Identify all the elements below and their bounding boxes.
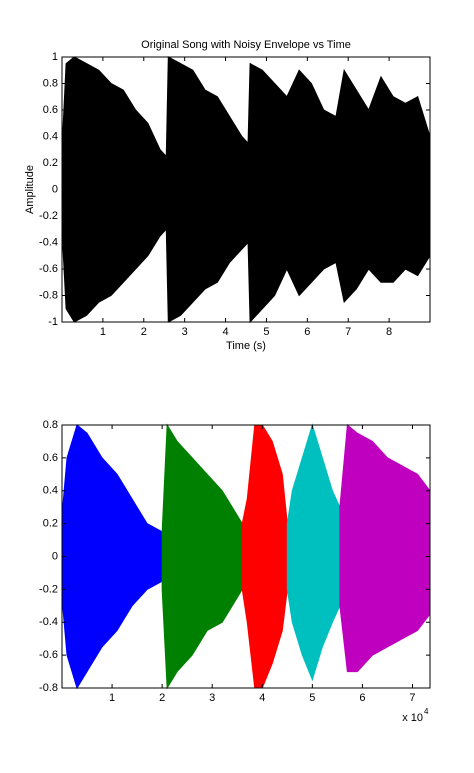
x-multiplier: x 10 (402, 712, 423, 724)
waveform (161, 423, 243, 690)
y-tick-label: 0.8 (43, 77, 58, 89)
x-tick-label: 7 (345, 326, 351, 338)
x-tick-label: 7 (409, 692, 415, 704)
x-tick-label: 2 (159, 692, 165, 704)
y-tick-label: 0.4 (43, 485, 58, 497)
y-tick-label: -0.6 (39, 263, 58, 275)
y-tick-label: -0.6 (39, 649, 58, 661)
y-tick-label: -0.8 (39, 289, 58, 301)
x-tick-label: 4 (222, 326, 228, 338)
waveform (241, 424, 288, 689)
x-tick-label: 6 (359, 692, 365, 704)
y-tick-label: -0.4 (39, 616, 58, 628)
y-tick-label: 0.8 (43, 419, 58, 431)
waveform (286, 423, 341, 682)
y-tick-label: 0 (52, 183, 58, 195)
chart-title: Original Song with Noisy Envelope vs Tim… (141, 39, 351, 51)
y-tick-label: 0.2 (43, 157, 58, 169)
y-tick-label: 0.4 (43, 130, 58, 142)
x-tick-label: 2 (141, 326, 147, 338)
x-tick-label: 5 (309, 692, 315, 704)
y-tick-label: -0.8 (39, 682, 58, 694)
x-axis-label: Time (s) (226, 340, 266, 352)
x-multiplier-exponent: 4 (424, 707, 429, 716)
x-tick-label: 3 (209, 692, 215, 704)
x-tick-label: 6 (304, 326, 310, 338)
y-tick-label: 0.6 (43, 452, 58, 464)
y-tick-label: 0 (52, 550, 58, 562)
y-tick-label: 0.2 (43, 518, 58, 530)
y-tick-label: -0.2 (39, 210, 58, 222)
x-tick-label: 3 (182, 326, 188, 338)
x-tick-label: 1 (109, 692, 115, 704)
y-tick-label: 1 (52, 51, 58, 63)
waveform (339, 424, 431, 673)
waveform (61, 424, 163, 690)
y-tick-label: 0.6 (43, 104, 58, 116)
y-tick-label: -0.4 (39, 236, 58, 248)
y-tick-label: -0.2 (39, 583, 58, 595)
waveform (61, 56, 431, 324)
x-tick-label: 1 (100, 326, 106, 338)
x-tick-label: 5 (263, 326, 269, 338)
x-tick-label: 4 (259, 692, 265, 704)
x-tick-label: 8 (386, 326, 392, 338)
y-axis-label: Amplitude (24, 165, 36, 214)
y-tick-label: -1 (48, 316, 58, 328)
